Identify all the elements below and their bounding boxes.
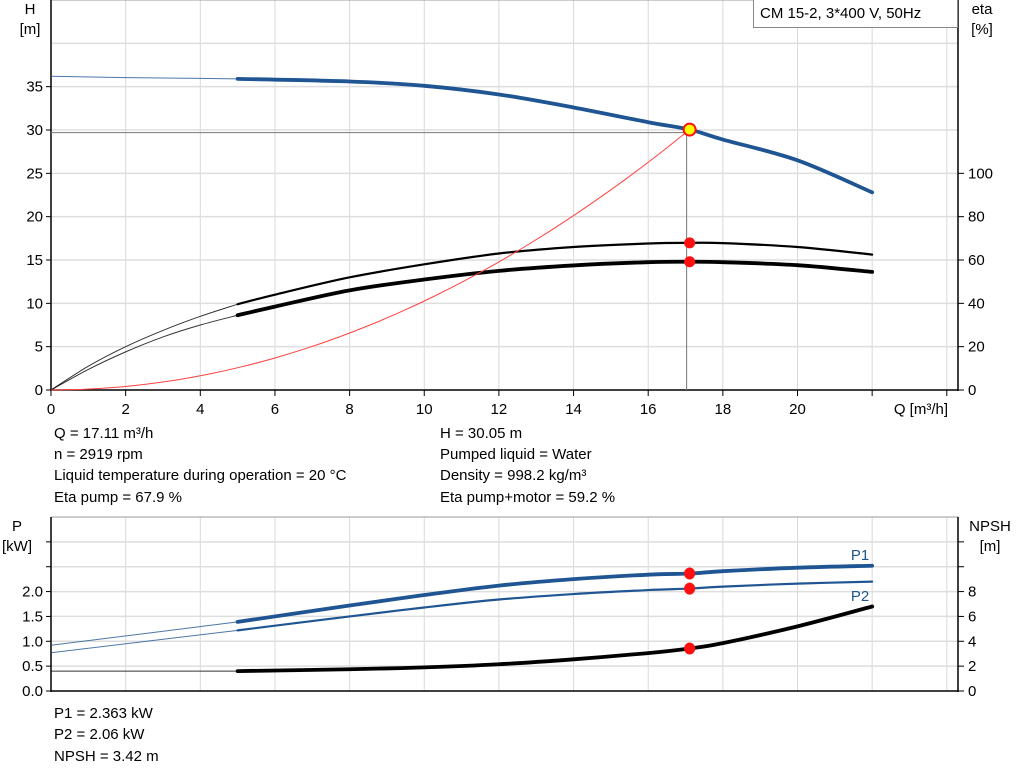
- info-density: Density = 998.2 kg/m³: [440, 467, 587, 484]
- y-tick-label-right: 6: [968, 608, 976, 625]
- x-tick-label: 4: [196, 401, 204, 418]
- pump-model-label: CM 15-2, 3*400 V, 50Hz: [753, 0, 958, 28]
- series-eta_pump_motor-thin-line: [50, 314, 238, 391]
- series-P2-line: [236, 580, 874, 632]
- series-P1-thin-line: [50, 621, 238, 646]
- info-p1: P1 = 2.363 kW: [54, 705, 153, 722]
- duty-point-eta-pump-motor-marker: [684, 256, 696, 268]
- y-tick-label-right: 40: [968, 295, 985, 312]
- x-tick-label: 18: [715, 401, 732, 418]
- y-tick-label-right: 80: [968, 209, 985, 226]
- y-tick-label-left: 0: [35, 382, 43, 399]
- info-liquid: Pumped liquid = Water: [440, 446, 592, 463]
- series-NPSH-line: [235, 604, 875, 674]
- series-label-p2: P2: [851, 588, 869, 605]
- info-npsh: NPSH = 3.42 m: [54, 748, 159, 765]
- series-label-p1: P1: [851, 547, 869, 564]
- y-tick-label-left: 0.5: [22, 658, 43, 675]
- y-tick-label-right: 20: [968, 339, 985, 356]
- series-P2-thin-line: [50, 629, 238, 654]
- info-temperature: Liquid temperature during operation = 20…: [54, 467, 347, 484]
- x-tick-label: 2: [121, 401, 129, 418]
- y-tick-label-left: 10: [26, 295, 43, 312]
- info-q: Q = 17.11 m³/h: [54, 425, 154, 442]
- y-tick-label-left: 5: [35, 339, 43, 356]
- duty-point-eta-pump-marker: [684, 237, 696, 249]
- series-eta_pump-line: [236, 241, 874, 306]
- x-tick-label: 6: [271, 401, 279, 418]
- series-system-line: [50, 129, 690, 391]
- y-tick-label-left: 15: [26, 252, 43, 269]
- y-axis-label-left: H: [25, 1, 36, 18]
- y-axis-label-left: P: [12, 518, 22, 535]
- y-tick-label-right: 8: [968, 584, 976, 601]
- x-axis-label: Q [m³/h]: [894, 401, 948, 418]
- x-tick-label: 8: [345, 401, 353, 418]
- x-tick-label: 0: [47, 401, 55, 418]
- y-axis-label-right: [%]: [971, 21, 993, 38]
- x-tick-label: 12: [491, 401, 508, 418]
- y-tick-label-right: 100: [968, 165, 993, 182]
- info-speed: n = 2919 rpm: [54, 446, 143, 463]
- y-tick-label-right: 60: [968, 252, 985, 269]
- info-h: H = 30.05 m: [440, 425, 523, 442]
- y-tick-label-left: 35: [26, 79, 43, 96]
- y-tick-label-left: 2.0: [22, 584, 43, 601]
- y-tick-label-left: 1.5: [22, 608, 43, 625]
- y-tick-label-right: 0: [968, 683, 976, 700]
- y-tick-label-left: 20: [26, 209, 43, 226]
- y-axis-label-right: NPSH: [969, 518, 1011, 535]
- duty-point-marker: [682, 122, 697, 137]
- x-tick-label: 14: [565, 401, 582, 418]
- y-axis-label-left: [m]: [20, 21, 41, 38]
- y-axis-label-right: eta: [972, 1, 994, 18]
- y-tick-label-left: 0.0: [22, 683, 43, 700]
- x-tick-label: 16: [640, 401, 657, 418]
- x-tick-label: 10: [416, 401, 433, 418]
- series-eta_pump_motor-line: [235, 259, 875, 318]
- y-axis-label-left: [kW]: [2, 538, 32, 555]
- series-H-thin-line: [50, 75, 238, 80]
- duty-point-npsh-marker: [684, 642, 696, 655]
- info-eta-pump-motor: Eta pump+motor = 59.2 %: [440, 489, 616, 506]
- y-tick-label-right: 4: [968, 633, 976, 650]
- series-P1-line: [235, 563, 875, 624]
- duty-point-p2-marker: [684, 582, 696, 595]
- series-eta_pump-thin-line: [50, 303, 238, 391]
- info-p2: P2 = 2.06 kW: [54, 726, 145, 743]
- series-H-line: [235, 76, 875, 195]
- info-eta-pump: Eta pump = 67.9 %: [54, 489, 182, 506]
- y-tick-label-right: 0: [968, 382, 976, 399]
- y-tick-label-right: 2: [968, 658, 976, 675]
- x-tick-label: 20: [789, 401, 806, 418]
- y-tick-label-left: 25: [26, 165, 43, 182]
- y-tick-label-left: 1.0: [22, 633, 43, 650]
- duty-point-p1-marker: [684, 567, 696, 580]
- y-axis-label-right: [m]: [980, 538, 1001, 555]
- y-tick-label-left: 30: [26, 122, 43, 139]
